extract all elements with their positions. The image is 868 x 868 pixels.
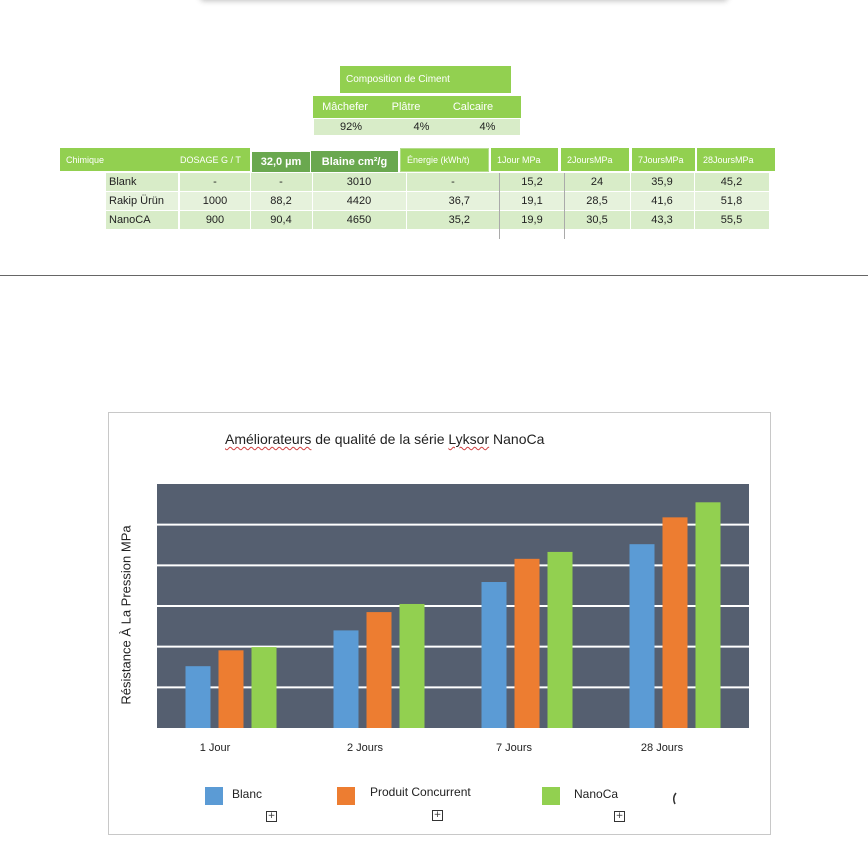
table-cell: 35,2: [448, 214, 470, 226]
composition-header-machefer: Mâchefer: [322, 101, 368, 113]
x-tick-label: 1 Jour: [199, 742, 231, 754]
legend-label-blanc: Blanc: [232, 787, 263, 801]
table-cell: -: [279, 176, 283, 188]
table-cell: 19,9: [521, 214, 543, 226]
bar: [481, 582, 507, 728]
bar: [629, 544, 655, 728]
table-header-7jours: 7JoursMPa: [632, 148, 695, 171]
bar: [514, 558, 540, 728]
table-cell: NanoCA: [109, 214, 151, 226]
table-divider: [250, 173, 251, 229]
table-divider: [499, 173, 500, 239]
legend-swatch-concurrent: [337, 787, 355, 805]
table-cell: 1000: [202, 195, 228, 207]
bar: [662, 517, 688, 728]
table-cell: 41,6: [651, 195, 673, 207]
table-cell: 51,8: [720, 195, 743, 207]
table-header-1jour: 1Jour MPa: [491, 148, 558, 171]
table-divider: [564, 173, 565, 239]
table-header-dosage: DOSAGE G / T: [178, 148, 250, 171]
composition-title: Composition de Ciment: [340, 66, 511, 93]
table-header-blaine: Blaine cm²/g: [311, 151, 398, 172]
table-cell: -: [213, 176, 217, 188]
table-header-28jours: 28JoursMPa: [697, 148, 775, 171]
table-divider: [694, 173, 695, 229]
legend-swatch-nanoca: [542, 787, 560, 805]
table-divider: [630, 173, 631, 229]
table-row-blank: [106, 173, 769, 191]
composition-header-row: [313, 96, 521, 118]
composition-header-platre: Plâtre: [391, 101, 421, 113]
table-cell: 43,3: [651, 214, 673, 226]
table-cell: 19,1: [521, 195, 543, 207]
composition-header-calcaire: Calcaire: [452, 101, 494, 113]
composition-value-row: [314, 119, 520, 135]
table-header-32um: 32,0 µm: [252, 152, 310, 172]
table-divider: [178, 173, 180, 229]
table-cell: 3010: [346, 176, 372, 188]
table-divider: [312, 173, 313, 229]
cursor-mark: [672, 792, 677, 805]
bar: [366, 612, 392, 728]
bar: [695, 502, 721, 728]
bar: [218, 650, 244, 728]
table-cell: Blank: [109, 176, 137, 188]
x-tick-label: 28 Jours: [640, 742, 684, 754]
table-cell: 30,5: [586, 214, 608, 226]
table-cell: 36,7: [448, 195, 470, 207]
table-cell: 88,2: [270, 195, 292, 207]
table-header-2jours: 2JoursMPa: [561, 148, 629, 171]
table-cell: 4420: [346, 195, 372, 207]
table-cell: 90,4: [270, 214, 292, 226]
table-divider: [406, 173, 407, 229]
table-row-rakip: [106, 192, 769, 210]
table-cell: Rakip Ürün: [109, 195, 165, 207]
legend-label-nanoca: NanoCa: [574, 787, 619, 801]
composition-value-platre: 4%: [413, 121, 430, 133]
table-cell: 4650: [346, 214, 372, 226]
table-cell: 28,5: [586, 195, 608, 207]
bar: [333, 630, 359, 728]
bar: [251, 647, 277, 728]
table-cell: 45,2: [720, 176, 743, 188]
bar: [399, 603, 425, 728]
table-cell: 15,2: [521, 176, 543, 188]
table-header-energie: Énergie (kWh/t): [400, 148, 489, 172]
bar: [547, 551, 573, 728]
expand-icon[interactable]: +: [614, 811, 625, 822]
chart-title: Améliorateurs de qualité de la série Lyk…: [225, 431, 545, 447]
table-cell: 24: [590, 176, 604, 188]
composition-value-machefer: 92%: [339, 121, 363, 133]
page-break-line: [0, 275, 868, 276]
x-tick-label: 7 Jours: [495, 742, 533, 754]
table-cell: 900: [205, 214, 225, 226]
composition-value-calcaire: 4%: [479, 121, 496, 133]
legend-label-concurrent: Produit Concurrent: [370, 785, 471, 799]
bar: [185, 666, 211, 728]
expand-icon[interactable]: +: [266, 811, 277, 822]
x-tick-label: 2 Jours: [346, 742, 384, 754]
table-cell: -: [451, 176, 455, 188]
expand-icon[interactable]: +: [432, 810, 443, 821]
table-row-nanoca: [106, 211, 769, 229]
table-cell: 35,9: [651, 176, 673, 188]
legend-swatch-blanc: [205, 787, 223, 805]
table-header-chimique: Chimique: [60, 148, 178, 171]
table-cell: 55,5: [720, 214, 743, 226]
